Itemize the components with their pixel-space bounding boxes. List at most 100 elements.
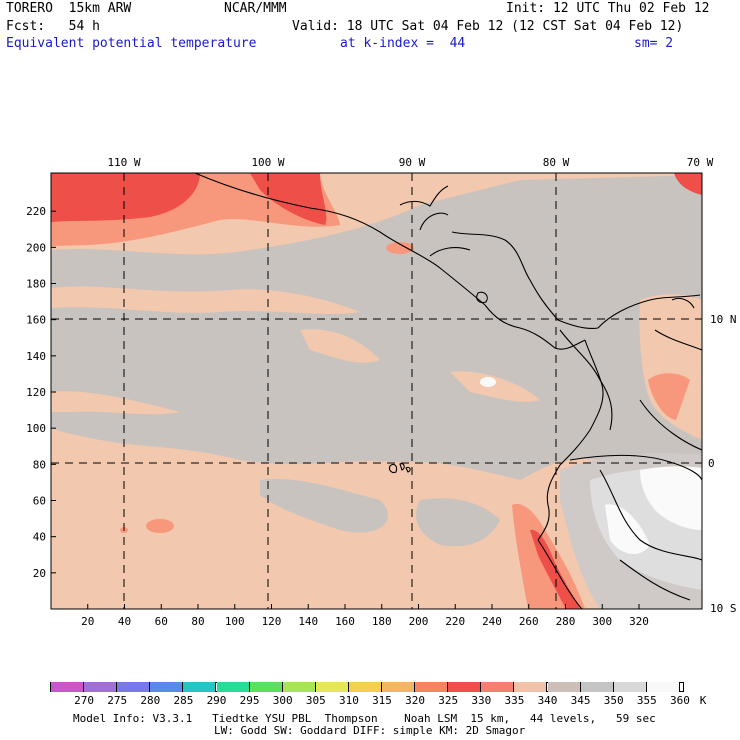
legend-label: 315 xyxy=(372,694,392,707)
legend-swatch xyxy=(382,682,416,692)
galapagos-3 xyxy=(405,466,411,473)
lon-label-110w: 110 W xyxy=(107,156,140,169)
model-name: TORERO 15km ARW xyxy=(6,1,132,16)
x-tick-label: 300 xyxy=(592,615,612,628)
y-tick-label: 140 xyxy=(26,350,46,363)
legend-swatch xyxy=(249,682,283,692)
field-name: Equivalent potential temperature xyxy=(6,36,257,51)
salmon-spot-3 xyxy=(386,242,414,254)
legend-swatch xyxy=(315,682,349,692)
lon-label-70w: 70 W xyxy=(687,156,714,169)
legend-label: 325 xyxy=(438,694,459,707)
x-tick-label: 220 xyxy=(445,615,465,628)
legend-swatch xyxy=(216,682,250,692)
legend-swatch xyxy=(481,682,515,692)
legend-swatch xyxy=(613,682,647,692)
legend-label: 350 xyxy=(603,694,624,707)
x-tick-label: 140 xyxy=(298,615,318,628)
border-guatemala xyxy=(429,247,471,257)
legend-label: 280 xyxy=(140,694,161,707)
x-tick-label: 180 xyxy=(372,615,392,628)
legend-unit: K xyxy=(699,694,707,707)
legend-label: 340 xyxy=(537,694,558,707)
y-grid-ticks: 20 40 60 80 100 120 140 160 180 200 220 xyxy=(26,205,56,580)
ecuador-coast xyxy=(537,464,561,541)
legend-swatch xyxy=(348,682,382,692)
x-tick-label: 20 xyxy=(81,615,94,628)
legend-swatch xyxy=(183,682,217,692)
border-1 xyxy=(559,329,613,431)
nw-red xyxy=(51,173,200,222)
map-frame xyxy=(50,172,703,610)
yucatan-coast xyxy=(399,185,449,207)
colombia-pacific xyxy=(559,339,604,466)
nw-red-2 xyxy=(250,173,327,225)
legend-swatch xyxy=(547,682,581,692)
gray-patch-south-2 xyxy=(416,498,500,547)
graticule xyxy=(51,173,702,609)
warm-streak-4 xyxy=(51,391,180,415)
x-grid-ticks: 20 40 60 80 100 120 140 160 180 200 220 240 260 280 30… xyxy=(81,604,649,628)
y-tick-label: 60 xyxy=(33,495,46,508)
central-america-pacific xyxy=(484,304,586,350)
shaded-field xyxy=(51,173,702,609)
peru-coast xyxy=(537,539,583,609)
border-2 xyxy=(569,454,702,481)
smoothing: sm= 2 xyxy=(634,36,674,51)
legend-label: 310 xyxy=(338,694,359,707)
legend-label: 320 xyxy=(405,694,426,707)
organization: NCAR/MMM xyxy=(224,1,287,16)
legend-label: 275 xyxy=(107,694,128,707)
forecast-hour: Fcst: 54 h xyxy=(6,19,100,34)
border-yucatan xyxy=(419,212,449,231)
lon-label-80w: 80 W xyxy=(543,156,570,169)
legend-swatch xyxy=(51,682,85,692)
x-tick-label: 200 xyxy=(409,615,429,628)
mexico-coast xyxy=(194,173,486,306)
border-4 xyxy=(619,559,691,601)
gray-patch-south xyxy=(260,479,388,533)
legend-swatch xyxy=(117,682,151,692)
y-tick-label: 80 xyxy=(33,458,46,471)
y-tick-label: 160 xyxy=(26,314,46,327)
y-tick-label: 180 xyxy=(26,278,46,291)
legend-swatch xyxy=(150,682,184,692)
legend-label: 285 xyxy=(173,694,194,707)
white-patch xyxy=(640,466,702,530)
y-tick-label: 20 xyxy=(33,567,46,580)
warm-streak-1 xyxy=(51,286,360,314)
legend-swatch xyxy=(580,682,614,692)
border-3 xyxy=(599,469,702,561)
y-tick-label: 120 xyxy=(26,386,46,399)
x-tick-label: 100 xyxy=(225,615,245,628)
legend-label: 345 xyxy=(570,694,591,707)
x-tick-label: 80 xyxy=(191,615,204,628)
border-5 xyxy=(654,329,702,351)
x-tick-label: 120 xyxy=(262,615,282,628)
legend-swatch xyxy=(514,682,548,692)
galapagos-1 xyxy=(388,463,398,474)
legend-swatch xyxy=(282,682,316,692)
lat-label-0: 0 xyxy=(708,457,715,470)
legend-label: 270 xyxy=(74,694,95,707)
y-tick-label: 40 xyxy=(33,531,46,544)
legend-swatch xyxy=(84,682,118,692)
y-tick-label: 220 xyxy=(26,205,46,218)
legend-label: 360 xyxy=(669,694,690,707)
legend-swatch xyxy=(448,682,482,692)
y-tick-label: 200 xyxy=(26,241,46,254)
legend-label: 295 xyxy=(239,694,260,707)
legend-label: 290 xyxy=(206,694,227,707)
x-tick-label: 60 xyxy=(155,615,168,628)
border-6 xyxy=(639,399,702,451)
x-tick-label: 280 xyxy=(556,615,576,628)
caribbean-isle xyxy=(671,297,695,309)
init-time: Init: 12 UTC Thu 02 Feb 12 xyxy=(506,1,710,16)
physics-info: LW: Godd SW: Goddard DIFF: simple KM: 2D… xyxy=(214,724,526,737)
level-index: at k-index = 44 xyxy=(340,36,466,51)
lon-label-100w: 100 W xyxy=(251,156,284,169)
x-tick-label: 320 xyxy=(629,615,649,628)
legend-label: 300 xyxy=(272,694,293,707)
legend-swatch xyxy=(415,682,449,692)
legend-label: 305 xyxy=(305,694,326,707)
